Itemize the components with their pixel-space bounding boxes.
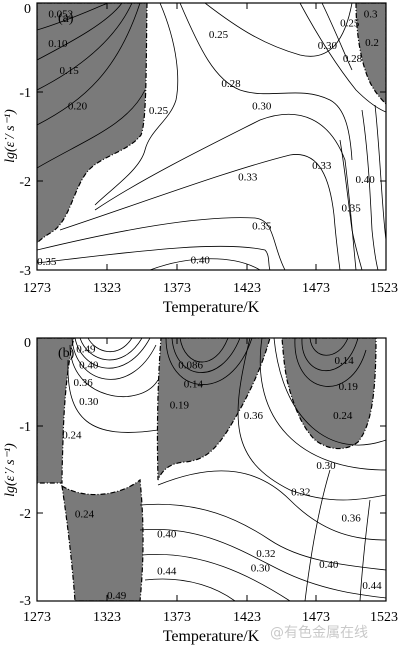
contour-label: 0.24 <box>75 508 95 520</box>
panel-b-ytick: 0 <box>24 336 31 351</box>
contour-label: 0.40 <box>191 254 211 266</box>
contour-label: 0.33 <box>238 172 258 184</box>
panel-a-contours <box>37 3 386 270</box>
panel-b-tick-labels: 1273 1323 1373 1423 1473 1523 0 -1 -2 -3 <box>19 336 398 625</box>
panel-b-ytick: -1 <box>19 420 31 435</box>
panel-b-xtick: 1323 <box>93 610 121 625</box>
panel-a-plot-area <box>37 3 386 270</box>
contour-label: 0.052 <box>48 9 73 21</box>
panel-b-plot-area <box>37 338 386 601</box>
contour-label: 0.40 <box>79 359 99 371</box>
panel-b-xtick: 1373 <box>163 610 191 625</box>
contour-label: 0.28 <box>221 78 241 90</box>
contour-label: 0.40 <box>355 174 375 186</box>
watermark: @有色金属在线 <box>270 625 368 641</box>
contour-label: 0.32 <box>291 486 310 498</box>
contour-label: 0.30 <box>318 40 338 52</box>
contour-label: 0.15 <box>59 65 79 77</box>
contour-label: 0.10 <box>48 38 68 50</box>
contour-label: 0.25 <box>340 18 360 30</box>
panel-b-contour-labels: 0.49 0.40 0.36 0.30 0.24 0.086 0.14 0.19 0.36 0.1… <box>62 344 382 602</box>
panel-a-ticks <box>37 3 386 270</box>
panel-a: 1273 1323 1373 1423 1473 1523 0 -1 -2 -3… <box>3 2 398 316</box>
contour-label: 0.24 <box>333 410 353 422</box>
panel-a-xtick: 1373 <box>163 281 191 296</box>
contour-label: 0.36 <box>341 513 361 525</box>
contour-label: 0.14 <box>334 355 354 367</box>
panel-b-frame <box>36 337 387 602</box>
panel-a-ytick: -2 <box>19 175 31 190</box>
contour-label: 0.14 <box>184 379 204 391</box>
contour-label: 0.35 <box>252 221 272 233</box>
contour-label: 0.35 <box>341 203 361 215</box>
panel-b-label: (b) <box>58 346 75 361</box>
panel-b-xtick: 1423 <box>233 610 261 625</box>
contour-label: 0.36 <box>73 377 93 389</box>
contour-label: 0.25 <box>149 105 169 117</box>
panel-b-xlabel: Temperature/K <box>163 628 260 645</box>
contour-label: 0.36 <box>244 410 264 422</box>
panel-a-tick-labels: 1273 1323 1373 1423 1473 1523 0 -1 -2 -3 <box>19 2 398 296</box>
panel-b-instability-left-bottom <box>61 478 144 601</box>
panel-a-instability-right <box>355 3 386 105</box>
contour-label: 0.49 <box>107 590 127 602</box>
panel-a-label: (a) <box>58 11 74 26</box>
panel-b: 1273 1323 1373 1423 1473 1523 0 -1 -2 -3… <box>3 336 398 645</box>
contour-label: 0.3 <box>364 9 378 21</box>
panel-b-xtick: 1473 <box>302 610 330 625</box>
contour-label: 0.33 <box>312 160 332 172</box>
panel-a-ytick: 0 <box>24 2 31 17</box>
panel-a-xtick: 1273 <box>23 281 51 296</box>
contour-label: 0.19 <box>170 400 190 412</box>
panel-b-ticks <box>37 338 386 601</box>
panel-b-ytick: -2 <box>19 507 31 522</box>
contour-label: 0.44 <box>362 580 382 592</box>
contour-label: 0.086 <box>178 359 203 371</box>
contour-label: 0.44 <box>157 565 177 577</box>
panel-a-ytick: -1 <box>19 86 31 101</box>
contour-label: 0.30 <box>316 460 336 472</box>
panel-a-xtick: 1523 <box>370 281 398 296</box>
contour-label: 0.2 <box>365 37 379 49</box>
contour-label: 0.49 <box>76 344 96 356</box>
contour-label: 0.25 <box>209 29 229 41</box>
contour-label: 0.35 <box>37 256 57 268</box>
panel-a-xtick: 1473 <box>302 281 330 296</box>
panel-b-contours <box>67 338 386 601</box>
panel-a-xtick: 1323 <box>93 281 121 296</box>
panel-a-xtick: 1423 <box>233 281 261 296</box>
contour-label: 0.20 <box>68 100 88 112</box>
contour-label: 0.28 <box>343 53 363 65</box>
panel-b-xtick: 1273 <box>23 610 51 625</box>
contour-label: 0.32 <box>256 548 275 560</box>
panel-a-ytick: -3 <box>19 264 31 279</box>
panel-a-frame <box>36 2 387 271</box>
contour-label: 0.30 <box>252 100 272 112</box>
contour-label: 0.30 <box>79 396 99 408</box>
panel-b-ytick: -3 <box>19 594 31 609</box>
panel-a-xlabel: Temperature/K <box>163 299 260 316</box>
contour-label: 0.30 <box>251 563 271 575</box>
contour-label: 0.24 <box>62 429 82 441</box>
panel-a-instability-left <box>37 3 148 244</box>
contour-label: 0.40 <box>319 559 339 571</box>
panel-b-xtick: 1523 <box>370 610 398 625</box>
panel-a-ylabel: lg(ε̇ / s⁻¹) <box>3 109 18 163</box>
contour-label: 0.40 <box>157 529 177 541</box>
panel-b-ylabel: lg(ε̇ / s⁻¹) <box>3 443 18 497</box>
contour-label: 0.19 <box>339 381 359 393</box>
